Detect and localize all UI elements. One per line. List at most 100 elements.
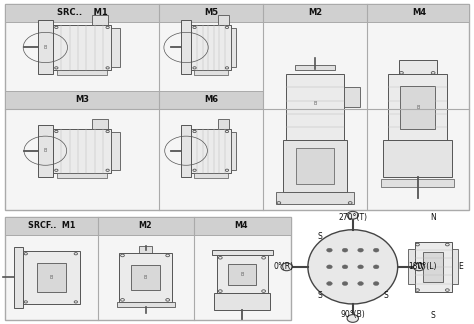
- Circle shape: [374, 248, 379, 252]
- Bar: [231, 132, 237, 169]
- Circle shape: [327, 248, 332, 252]
- Bar: [295, 65, 335, 70]
- Circle shape: [327, 265, 332, 269]
- Ellipse shape: [308, 230, 398, 304]
- Text: B: B: [241, 272, 244, 277]
- Bar: [408, 249, 415, 284]
- Circle shape: [281, 263, 292, 271]
- Bar: [159, 4, 263, 22]
- Text: M6: M6: [204, 95, 218, 104]
- Bar: [159, 91, 263, 109]
- Circle shape: [342, 248, 348, 252]
- Bar: [5, 217, 98, 235]
- Text: M2: M2: [138, 221, 152, 230]
- Bar: [286, 74, 344, 140]
- Bar: [218, 15, 229, 25]
- Text: M2: M2: [308, 8, 322, 17]
- Circle shape: [347, 211, 358, 219]
- Bar: [181, 125, 191, 177]
- Circle shape: [374, 282, 379, 285]
- Bar: [92, 15, 109, 25]
- Bar: [119, 252, 172, 302]
- Bar: [5, 4, 159, 22]
- Bar: [37, 125, 53, 177]
- Bar: [212, 250, 273, 255]
- Bar: [53, 129, 111, 172]
- Bar: [139, 246, 152, 252]
- Text: M4: M4: [234, 221, 247, 230]
- Text: 180°(L): 180°(L): [408, 262, 437, 271]
- Bar: [5, 91, 159, 109]
- Circle shape: [413, 263, 425, 271]
- Text: W: W: [417, 262, 424, 271]
- Bar: [57, 172, 107, 178]
- Bar: [194, 70, 228, 75]
- Bar: [344, 87, 360, 107]
- Circle shape: [327, 282, 332, 285]
- Circle shape: [347, 315, 358, 322]
- Bar: [53, 25, 111, 70]
- Circle shape: [374, 265, 379, 269]
- Bar: [423, 252, 443, 282]
- Circle shape: [358, 265, 364, 269]
- Circle shape: [342, 282, 348, 285]
- Circle shape: [358, 282, 364, 285]
- Bar: [194, 172, 228, 178]
- Bar: [452, 249, 458, 284]
- Bar: [111, 132, 120, 169]
- Text: M4: M4: [412, 8, 426, 17]
- Text: 90°(B): 90°(B): [340, 310, 365, 319]
- Text: S: S: [383, 291, 388, 300]
- Bar: [263, 4, 367, 22]
- Bar: [367, 4, 469, 22]
- Text: B: B: [144, 275, 147, 280]
- Bar: [191, 25, 231, 70]
- Text: M3: M3: [75, 95, 89, 104]
- Bar: [23, 251, 80, 304]
- Bar: [111, 28, 120, 67]
- Text: S: S: [431, 311, 436, 320]
- Bar: [5, 4, 469, 210]
- Bar: [217, 255, 268, 293]
- Bar: [92, 119, 109, 129]
- Bar: [98, 217, 193, 235]
- Text: B: B: [416, 105, 419, 110]
- Bar: [415, 242, 452, 292]
- Bar: [228, 263, 256, 285]
- Bar: [36, 263, 66, 292]
- Bar: [276, 192, 354, 204]
- Bar: [383, 140, 452, 177]
- Bar: [296, 148, 334, 184]
- Text: B: B: [44, 148, 47, 153]
- Circle shape: [358, 248, 364, 252]
- Text: 0°(R): 0°(R): [273, 262, 294, 271]
- Text: B: B: [313, 101, 317, 106]
- Text: B: B: [44, 45, 47, 50]
- Bar: [37, 20, 53, 75]
- Bar: [14, 247, 23, 308]
- Text: SRCF..  M1: SRCF.. M1: [27, 221, 75, 230]
- Bar: [117, 302, 174, 307]
- Text: B: B: [50, 275, 53, 280]
- Text: SRC..    M1: SRC.. M1: [56, 8, 107, 17]
- Bar: [214, 293, 270, 310]
- Bar: [193, 217, 292, 235]
- Bar: [283, 140, 347, 192]
- Bar: [191, 129, 231, 172]
- Bar: [218, 119, 229, 129]
- Bar: [57, 70, 107, 75]
- Text: S: S: [317, 232, 322, 241]
- Bar: [400, 86, 436, 129]
- Text: E: E: [458, 262, 463, 271]
- Text: M5: M5: [204, 8, 218, 17]
- Bar: [231, 28, 237, 67]
- Bar: [131, 265, 160, 290]
- Bar: [381, 179, 455, 187]
- Text: S: S: [317, 291, 322, 300]
- Bar: [388, 74, 447, 140]
- Bar: [181, 20, 191, 75]
- Circle shape: [342, 265, 348, 269]
- Bar: [399, 60, 437, 74]
- Text: N: N: [430, 213, 436, 222]
- Text: 270°(T): 270°(T): [338, 213, 367, 222]
